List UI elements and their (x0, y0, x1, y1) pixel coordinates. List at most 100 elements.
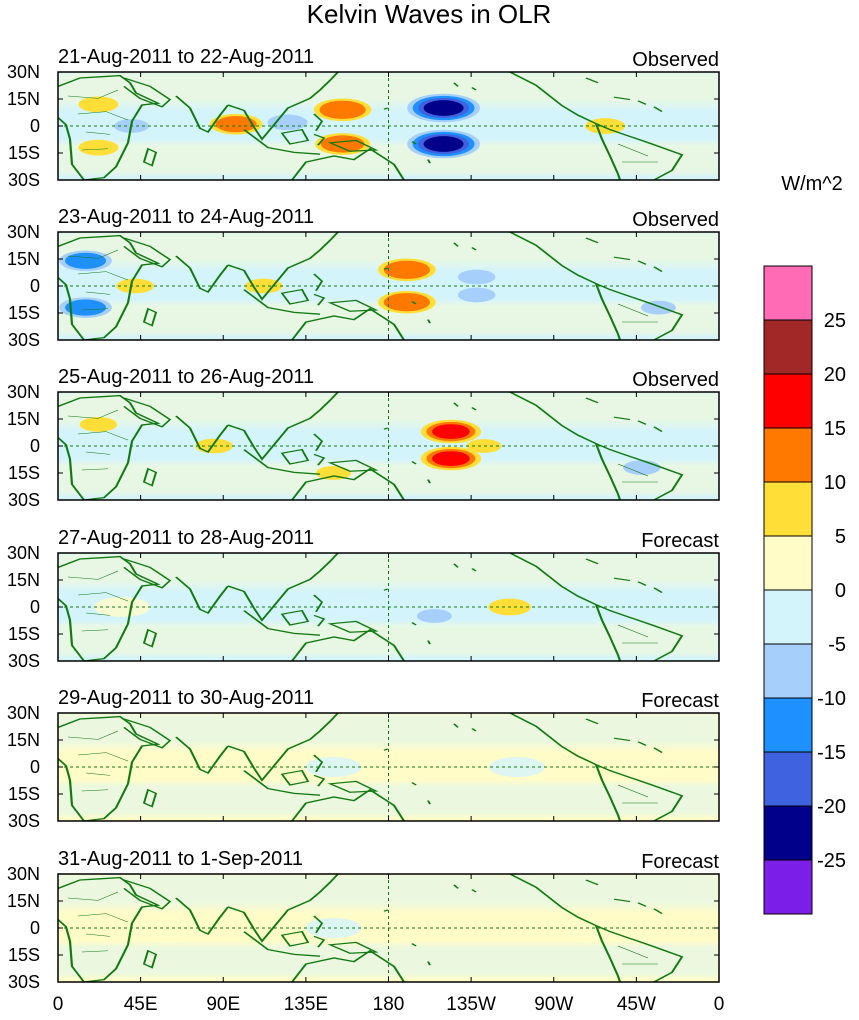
longitude-axis: 0 45E 90E 135E 180 135W 90W 45W 0 (53, 994, 725, 1015)
lat-tick-label: 30S (8, 811, 40, 831)
panel-type-label: Forecast (641, 530, 719, 552)
lat-tick-label: 30S (8, 490, 40, 510)
lat-tick-label: 15S (8, 784, 40, 804)
anomaly-contour (65, 252, 107, 269)
lat-tick-label: 0 (30, 918, 40, 938)
lat-tick-label: 15N (7, 570, 40, 590)
panel-date-label: 23-Aug-2011 to 24-Aug-2011 (58, 206, 314, 228)
lat-tick-label: 30S (8, 330, 40, 350)
anomaly-contour (383, 260, 431, 279)
map-panel: 30N 15N 0 15S 30S 29-Aug-2011 to 30-Aug-2011 F… (7, 687, 720, 831)
panel-date-label: 21-Aug-2011 to 22-Aug-2011 (58, 46, 314, 68)
anomaly-contour (116, 278, 154, 294)
colorbar-swatch (763, 697, 813, 753)
panel-date-label: 31-Aug-2011 to 1-Sep-2011 (58, 848, 303, 870)
panel-date-label: 25-Aug-2011 to 26-Aug-2011 (58, 366, 314, 388)
anomaly-contour (466, 439, 502, 453)
panel-date-label: 29-Aug-2011 to 30-Aug-2011 (58, 687, 314, 709)
anomaly-contour (416, 609, 452, 623)
lon-tick-label: 90W (534, 994, 573, 1015)
lon-tick-label: 180 (373, 994, 405, 1015)
anomaly-band (58, 583, 719, 602)
lon-tick-label: 0 (714, 994, 725, 1015)
anomaly-contour (432, 451, 470, 466)
lat-tick-label: 15N (7, 730, 40, 750)
lon-tick-label: 0 (53, 994, 64, 1015)
lat-tick-label: 30N (7, 703, 40, 723)
colorbar-label: 0 (835, 580, 846, 602)
anomaly-band (58, 743, 719, 762)
anomaly-contour (305, 757, 362, 777)
anomaly-band (58, 422, 719, 441)
anomaly-contour (457, 269, 496, 285)
anomaly-contour (319, 100, 366, 119)
lat-tick-label: 15N (7, 891, 40, 911)
colorbar-label: -20 (817, 796, 846, 818)
anomaly-contour (489, 757, 546, 777)
lat-tick-label: 15S (8, 945, 40, 965)
map-panel: 30N 15N 0 15S 30S 27-Aug-2011 to 28-Aug-2011 F… (7, 527, 720, 671)
colorbar-swatch (763, 373, 813, 429)
anomaly-contour (79, 417, 118, 432)
lat-tick-label: 30S (8, 651, 40, 671)
anomaly-contour (78, 139, 119, 156)
colorbar-label: 15 (824, 418, 846, 440)
colorbar: 25 20 15 10 5 0 -5 -10 -15 -20 -25 (763, 265, 846, 915)
lat-tick-label: 0 (30, 597, 40, 617)
anomaly-contour (640, 300, 676, 315)
lat-tick-label: 30S (8, 972, 40, 992)
anomaly-contour (617, 757, 674, 777)
colorbar-swatch (763, 265, 813, 321)
colorbar-label: -15 (817, 742, 846, 764)
lat-tick-label: 30S (8, 170, 40, 190)
lon-tick-label: 90E (206, 994, 240, 1015)
colorbar-label: 25 (824, 310, 846, 332)
colorbar-label: 5 (835, 526, 846, 548)
colorbar-swatch (763, 751, 813, 807)
lat-tick-label: 30N (7, 222, 40, 242)
anomaly-contour (267, 114, 308, 131)
unit-label: W/m^2 (781, 173, 843, 195)
colorbar-label: 10 (824, 472, 846, 494)
anomaly-contour (323, 597, 380, 617)
colorbar-swatch (763, 481, 813, 537)
anomaly-contour (78, 96, 119, 113)
colorbar-swatch (763, 805, 813, 861)
anomaly-contour (94, 597, 151, 617)
lat-tick-label: 30N (7, 864, 40, 884)
colorbar-label: -10 (817, 688, 846, 710)
figure-title: Kelvin Waves in OLR (307, 0, 552, 29)
lat-tick-label: 15N (7, 89, 40, 109)
anomaly-contour (623, 460, 661, 475)
panel-type-label: Forecast (641, 690, 719, 712)
lat-tick-label: 15S (8, 624, 40, 644)
lat-tick-label: 30N (7, 543, 40, 563)
panel-type-label: Observed (632, 369, 719, 391)
colorbar-swatch (763, 643, 813, 699)
anomaly-contour (320, 135, 365, 153)
lat-tick-label: 30N (7, 382, 40, 402)
colorbar-label: -5 (828, 634, 846, 656)
panel-type-label: Forecast (641, 851, 719, 873)
lat-tick-label: 15N (7, 409, 40, 429)
anomaly-contour (315, 466, 351, 480)
anomaly-contour (423, 100, 464, 116)
map-panel: 30N 15N 0 15S 30S 23-Aug-2011 to 24-Aug-2011 O… (7, 206, 720, 350)
lon-tick-label: 45W (617, 994, 656, 1015)
lat-tick-label: 0 (30, 276, 40, 296)
colorbar-label: 20 (824, 364, 846, 386)
anomaly-contour (65, 299, 107, 316)
lat-tick-label: 0 (30, 436, 40, 456)
anomaly-contour (432, 424, 470, 439)
panel-type-label: Observed (632, 209, 719, 231)
lat-tick-label: 15N (7, 249, 40, 269)
colorbar-swatch (763, 859, 813, 915)
anomaly-contour (215, 116, 257, 133)
colorbar-swatch (763, 319, 813, 375)
lat-tick-label: 30N (7, 62, 40, 82)
lat-tick-label: 0 (30, 116, 40, 136)
lon-tick-label: 135E (284, 994, 328, 1015)
lat-tick-label: 15S (8, 143, 40, 163)
colorbar-swatch (763, 589, 813, 645)
lat-tick-label: 15S (8, 463, 40, 483)
